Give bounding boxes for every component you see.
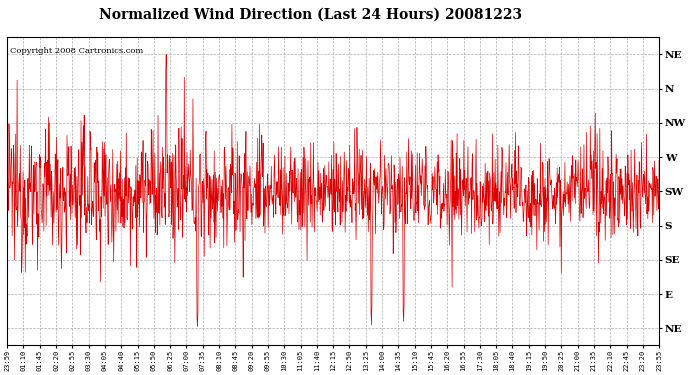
Text: Copyright 2008 Cartronics.com: Copyright 2008 Cartronics.com	[10, 46, 144, 55]
Text: Normalized Wind Direction (Last 24 Hours) 20081223: Normalized Wind Direction (Last 24 Hours…	[99, 8, 522, 21]
